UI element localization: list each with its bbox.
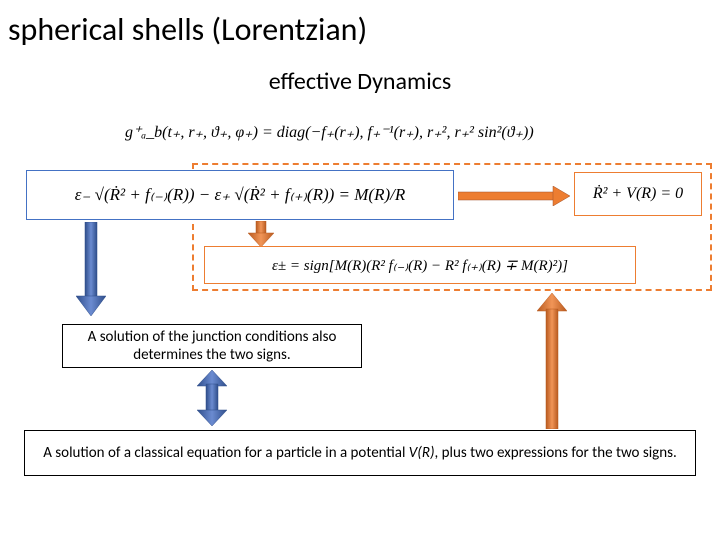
junction-down-arrow [76,222,106,316]
page-title: spherical shells (Lorentzian) [0,0,720,49]
junction-to-potential-arrow [458,186,570,206]
solution1-label: A solution of the junction conditions al… [71,328,353,364]
sign-equation-box: ε± = sign[M(R)(R² f₍₋₎(R) − R² f₍₊₎(R) ∓… [204,246,636,284]
sol2-up-arrow [537,293,567,429]
potential-equation: Ṙ² + V(R) = 0 [593,185,683,203]
sign-equation: ε± = sign[M(R)(R² f₍₋₎(R) − R² f₍₊₎(R) ∓… [272,256,568,275]
metric-equation: g⁺ₐ_b(t₊, r₊, ϑ₊, φ₊) = diag(−f₊(r₊), f₊… [125,122,534,142]
solution2-text: A solution of a classical equation for a… [24,430,696,476]
junction-equation-box: ε₋ √(Ṙ² + f₍₋₎(R)) − ε₊ √(Ṙ² + f₍₊₎(R)) … [26,170,454,220]
junction-to-sign-arrow [248,221,274,247]
sol1-sol2-double-arrow [197,370,227,426]
solution2-label: A solution of a classical equation for a… [43,444,677,462]
subtitle: effective Dynamics [0,67,720,96]
junction-equation: ε₋ √(Ṙ² + f₍₋₎(R)) − ε₊ √(Ṙ² + f₍₊₎(R)) … [75,185,405,205]
potential-equation-box: Ṙ² + V(R) = 0 [574,172,702,216]
solution1-text: A solution of the junction conditions al… [62,324,362,368]
